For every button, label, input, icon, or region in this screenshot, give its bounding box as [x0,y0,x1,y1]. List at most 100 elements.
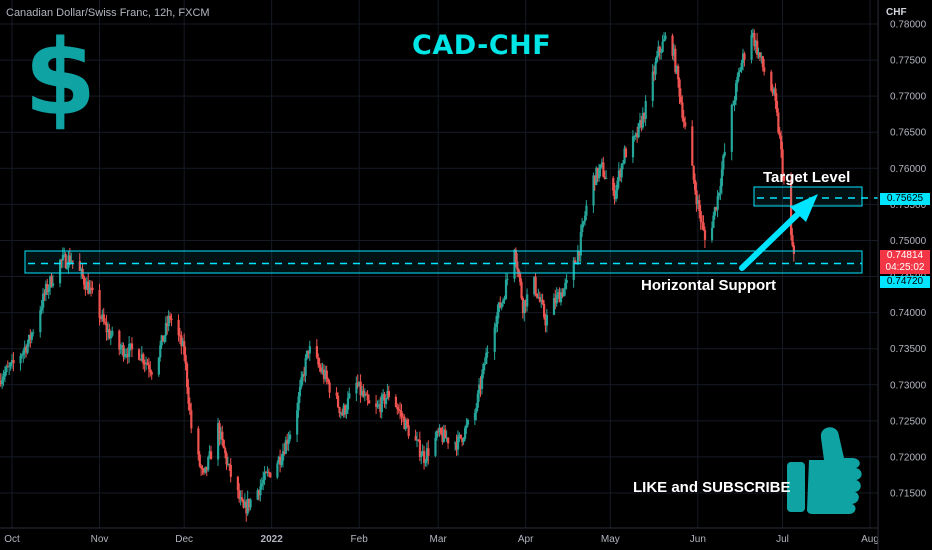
x-tick-label: Aug [861,534,879,545]
candle-body [516,261,519,270]
candle-body [496,311,499,324]
candle-body [321,369,324,373]
candle-body [1,379,4,385]
candle-body [160,335,163,346]
candle-body [322,369,326,380]
candle-body [248,498,251,508]
candle-body [739,69,742,72]
x-tick-label: Oct [4,534,20,545]
candle-body [128,343,131,357]
candle-body [782,175,786,182]
candle-body [209,451,213,460]
candle-body [447,437,450,444]
candle-body [123,354,127,357]
thumbs-up-icon [787,427,862,514]
candle-body [619,170,622,178]
candle-body [576,250,580,264]
x-tick-label: Jun [690,534,706,545]
candle-body [519,273,522,282]
candle-body [324,370,327,380]
candle-body [781,149,784,176]
candle-body [417,439,420,441]
candle-body [67,255,70,268]
y-tick-label: 0.72000 [890,452,927,463]
target-level-label: Target Level [763,169,851,186]
x-tick-label: Jul [776,534,789,545]
candle-body [383,394,386,404]
candle-body [641,113,644,128]
candle-body [239,497,242,500]
candle-body [335,392,338,396]
candle-body [480,374,484,389]
candle-body [720,169,724,187]
candle-body [99,317,103,319]
candle-body [572,260,575,280]
candle-body [751,32,755,35]
candle-body [260,483,263,487]
candle-body [366,394,369,401]
x-tick-label: Mar [430,534,448,545]
candle-body [139,359,142,361]
candle-body [159,345,162,358]
candle-body [249,499,252,508]
candle-body [681,102,684,118]
candle-body [537,297,540,299]
candle-body [328,382,331,393]
candle-body [401,416,405,418]
candle-body [638,120,642,124]
candle-body [585,205,588,216]
candle-body [658,46,661,53]
candle-body [229,464,232,477]
candle-body [479,384,482,389]
candle-body [438,428,441,433]
candle-body [82,276,86,285]
candle-body [425,448,429,462]
candle-body [778,132,781,136]
candle-body [695,190,698,204]
candle-body [281,451,285,461]
candle-body [754,40,757,47]
candle-body [499,302,502,308]
candle-body [434,437,437,456]
candle-body [149,369,152,373]
candle-body [297,396,300,411]
candle-body [421,451,424,456]
candle-body [222,439,225,449]
candle-body [163,335,166,342]
candle-body [558,292,561,303]
candle-body [719,186,722,193]
y-tick-label: 0.78000 [890,20,927,31]
candle-body [266,471,269,473]
candle-body [640,120,643,128]
candle-body [682,117,685,123]
x-tick-label: Nov [91,534,109,545]
candle-body [147,364,151,370]
candle-body [643,113,646,119]
y-tick-label: 0.74000 [890,308,927,319]
candle-body [224,448,227,454]
target-price-tag: 0.75625 [880,193,930,205]
support-zone-box[interactable] [24,250,863,274]
candle-body [543,303,546,318]
candle-body [169,315,172,319]
candle-body [743,53,746,60]
candle-body [418,440,422,458]
candle-body [517,269,520,274]
candle-body [756,40,759,55]
candle-body [304,358,307,376]
candle-body [677,66,680,80]
candle-body [399,409,402,412]
candle-body [105,323,108,333]
candle-body [750,34,753,60]
candle-body [63,254,66,256]
candle-body [485,352,488,365]
candle-body [386,391,389,399]
candle-body [465,424,468,429]
candle-body [761,56,764,68]
candle-body [582,221,585,225]
candle-body [657,46,660,56]
candle-body [440,428,443,434]
candle-body [42,293,45,308]
